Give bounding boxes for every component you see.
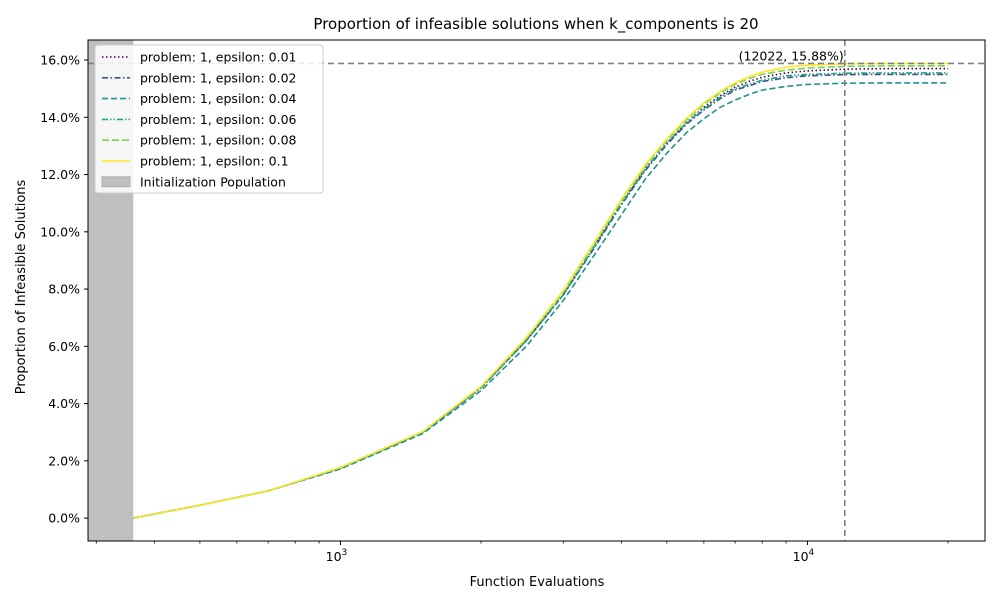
y-tick-label: 10.0%: [40, 224, 80, 239]
series-line-2: [133, 73, 948, 519]
x-tick-label: 103: [326, 548, 348, 564]
legend-label: Initialization Population: [140, 174, 286, 189]
y-tick-label: 14.0%: [40, 110, 80, 125]
y-tick-label: 2.0%: [48, 453, 80, 468]
y-axis-label: Proportion of Infeasible Solutions: [14, 179, 29, 394]
series-line-3: [133, 82, 948, 519]
plot-area: (12022, 15.88%) 0.0% 2.0% 4.0% 6.0% 8.0% 10.0%…: [40, 39, 986, 564]
annotation-label: (12022, 15.88%): [739, 48, 844, 63]
series-line-6: [133, 62, 948, 519]
y-tick-label: 16.0%: [40, 53, 80, 68]
legend-label: problem: 1, epsilon: 0.01: [140, 50, 296, 65]
legend-label: problem: 1, epsilon: 0.04: [140, 91, 297, 106]
legend-label: problem: 1, epsilon: 0.1: [140, 154, 289, 169]
y-tick-label: 0.0%: [48, 511, 80, 526]
y-tick-label: 12.0%: [40, 167, 80, 182]
legend-swatch: [101, 176, 131, 188]
legend-box: [94, 44, 324, 194]
y-tick-label: 4.0%: [48, 396, 80, 411]
x-axis-label: Function Evaluations: [470, 575, 605, 590]
x-tick-label: 104: [793, 548, 815, 564]
legend-label: problem: 1, epsilon: 0.06: [140, 112, 297, 127]
y-tick-label: 6.0%: [48, 339, 80, 354]
legend: problem: 1, epsilon: 0.01 problem: 1, eps…: [94, 44, 324, 194]
chart-title: Proportion of infeasible solutions when …: [313, 15, 758, 34]
legend-label: problem: 1, epsilon: 0.08: [140, 133, 297, 148]
legend-label: problem: 1, epsilon: 0.02: [140, 70, 296, 85]
axes-frame: [87, 39, 986, 542]
y-tick-label: 8.0%: [48, 282, 80, 297]
